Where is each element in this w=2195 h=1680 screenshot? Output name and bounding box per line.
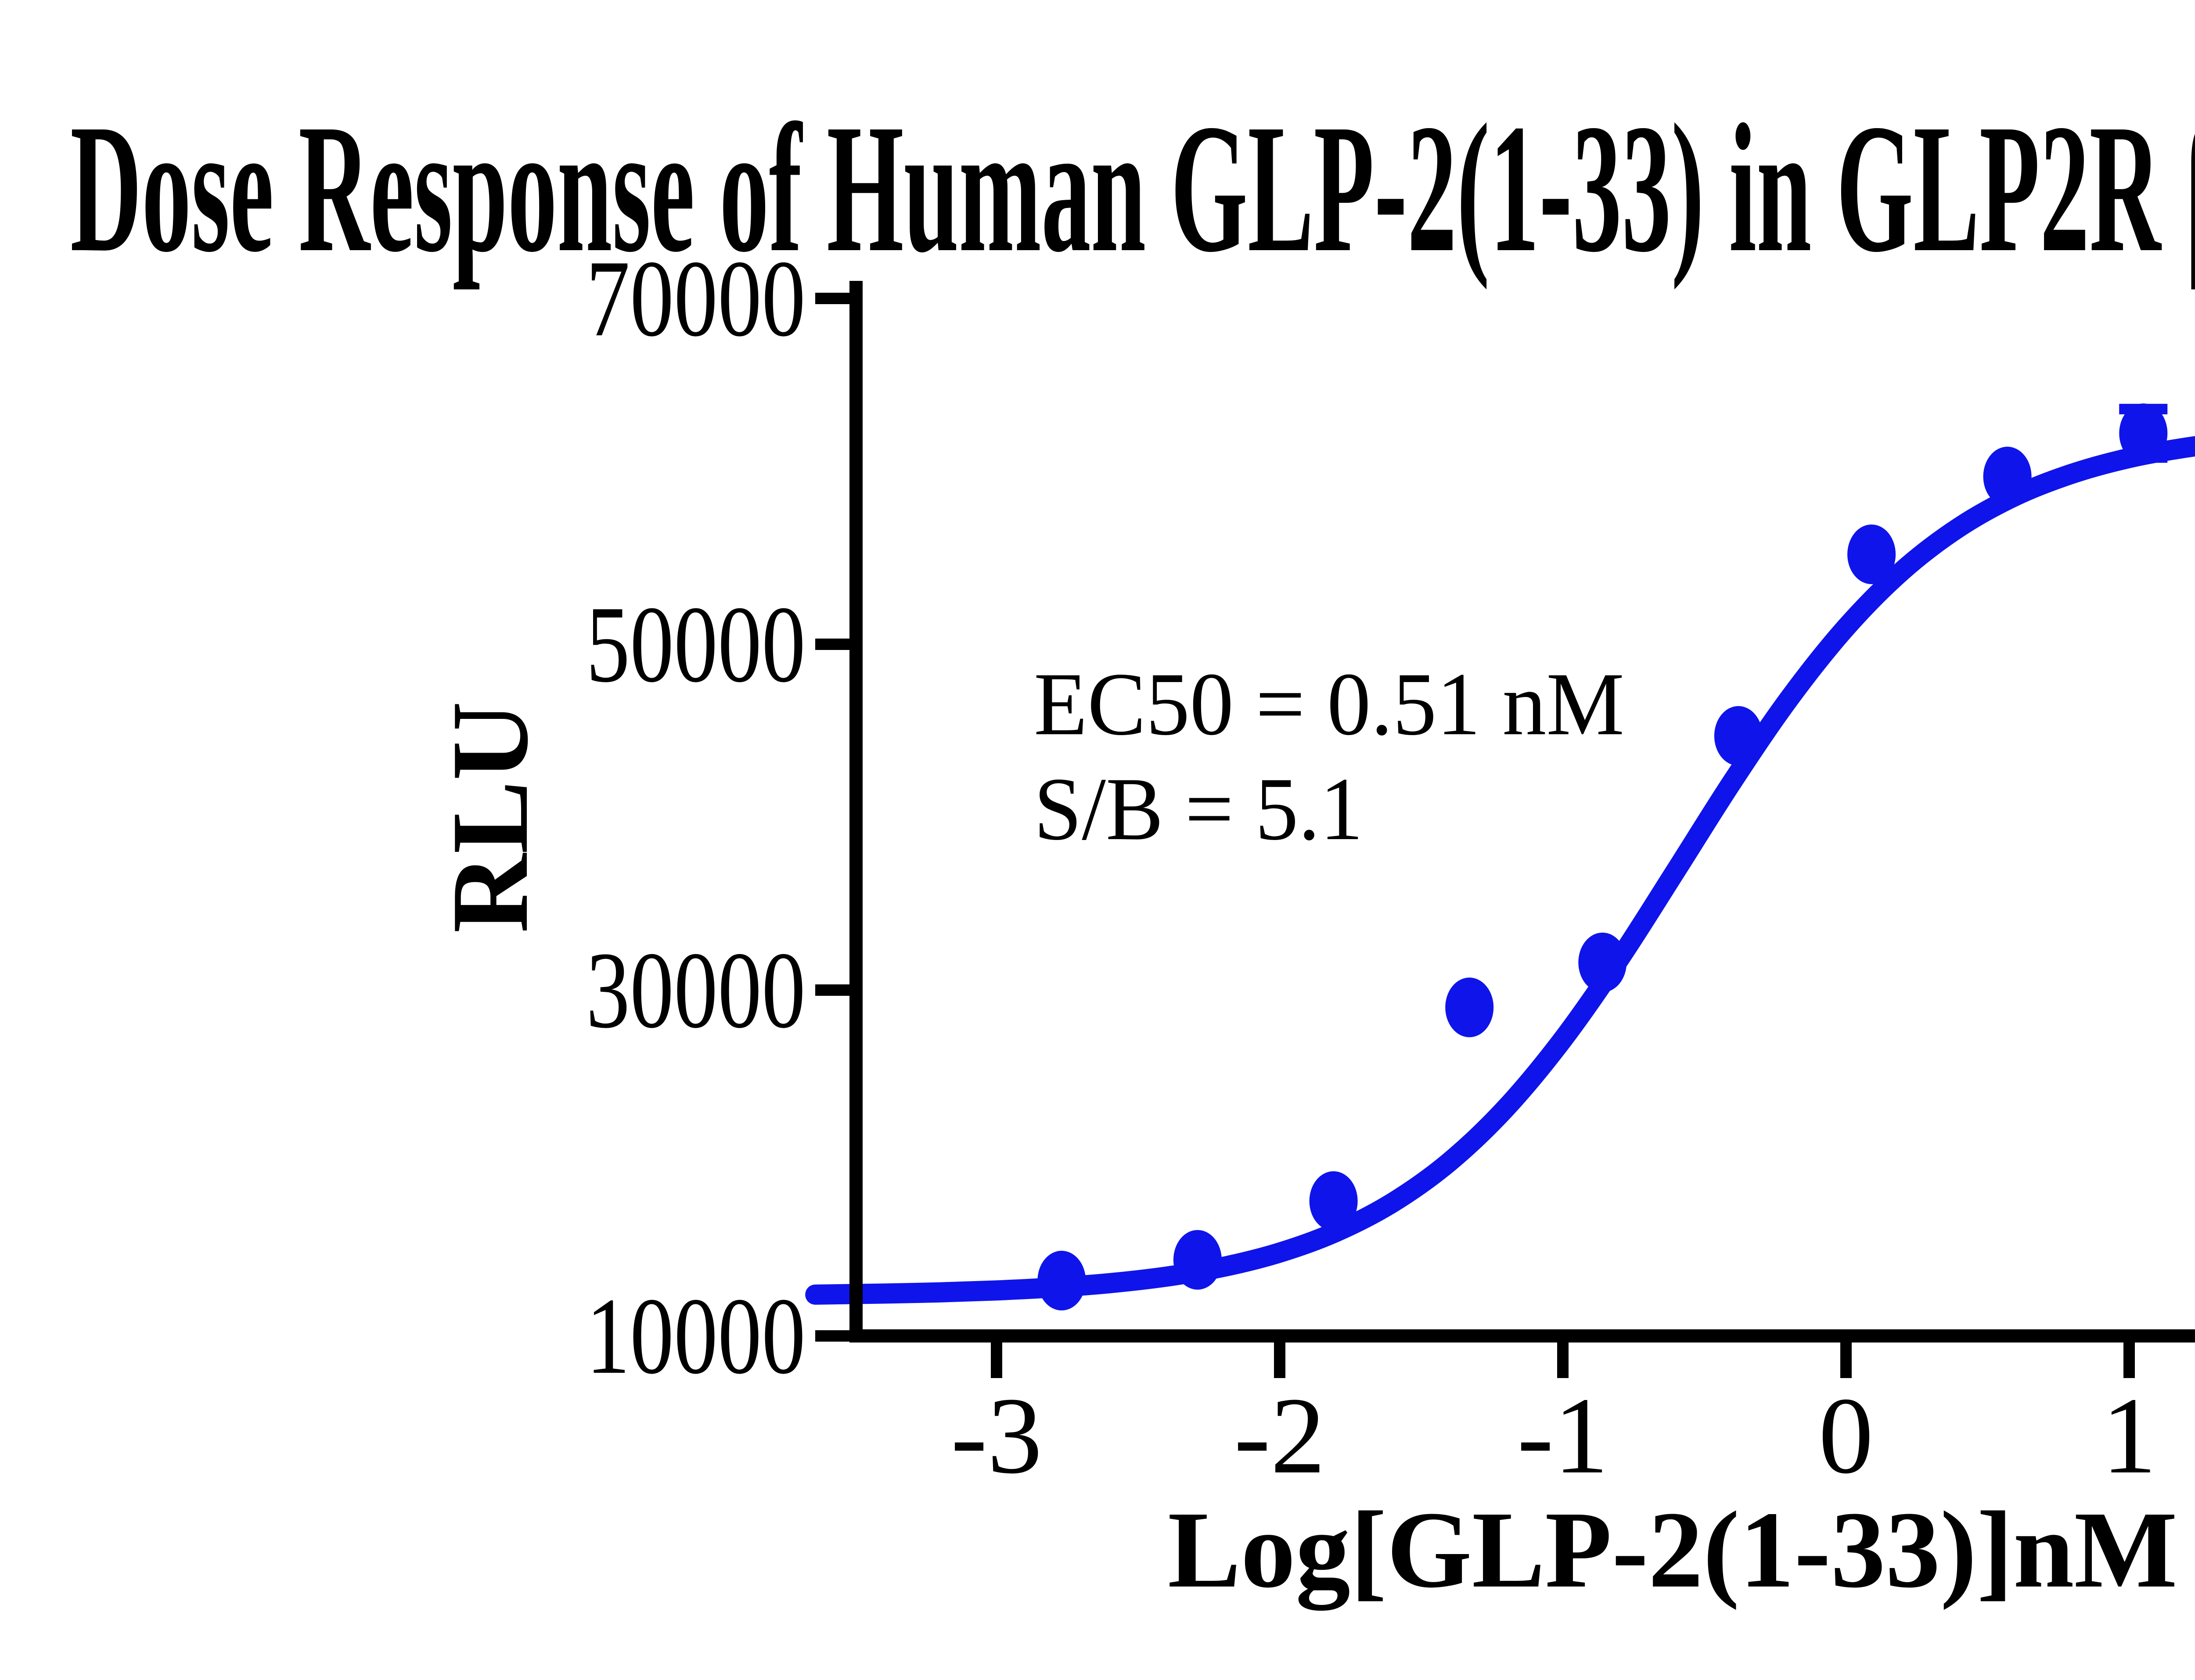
- x-tick-label: 1: [2102, 1375, 2157, 1497]
- data-point: [1847, 524, 1896, 585]
- data-point: [1714, 706, 1763, 766]
- data-point: [1173, 1230, 1222, 1290]
- annotation-sb: S/B = 5.1: [1034, 759, 1363, 859]
- x-tick-label: 0: [1819, 1375, 1874, 1497]
- x-tick-label: -2: [1234, 1375, 1325, 1497]
- x-tick-label: -1: [1517, 1375, 1608, 1497]
- x-tick-label: -3: [951, 1375, 1042, 1497]
- y-tick-label: 50000: [586, 584, 806, 705]
- y-tick-label: 30000: [586, 930, 806, 1051]
- fit-curve: [805, 436, 2195, 1305]
- x-axis-title: Log[GLP-2(1-33)]nM: [1168, 1489, 2177, 1611]
- y-tick-label: 70000: [586, 238, 806, 359]
- data-point: [1309, 1171, 1358, 1231]
- data-point-layer: [1037, 403, 2168, 1310]
- y-axis: 10000 30000 50000 70000: [586, 238, 863, 1397]
- x-axis: -3-2-1012: [849, 1329, 2195, 1497]
- data-point: [1578, 933, 1627, 992]
- fit-curve-layer: [805, 436, 2195, 1305]
- chart-title: Dose Response of Human GLP-2(1-33) in GL…: [70, 86, 2195, 291]
- data-point: [1445, 977, 1494, 1037]
- annotation-ec50: EC50 = 0.51 nM: [1034, 654, 1624, 754]
- y-axis-title: RLU: [429, 701, 551, 933]
- annotation: EC50 = 0.51 nM S/B = 5.1: [1034, 654, 1624, 859]
- data-point: [1037, 1250, 1086, 1310]
- y-tick-label: 10000: [586, 1275, 806, 1397]
- data-point: [1983, 446, 2032, 506]
- data-point: [2119, 403, 2168, 463]
